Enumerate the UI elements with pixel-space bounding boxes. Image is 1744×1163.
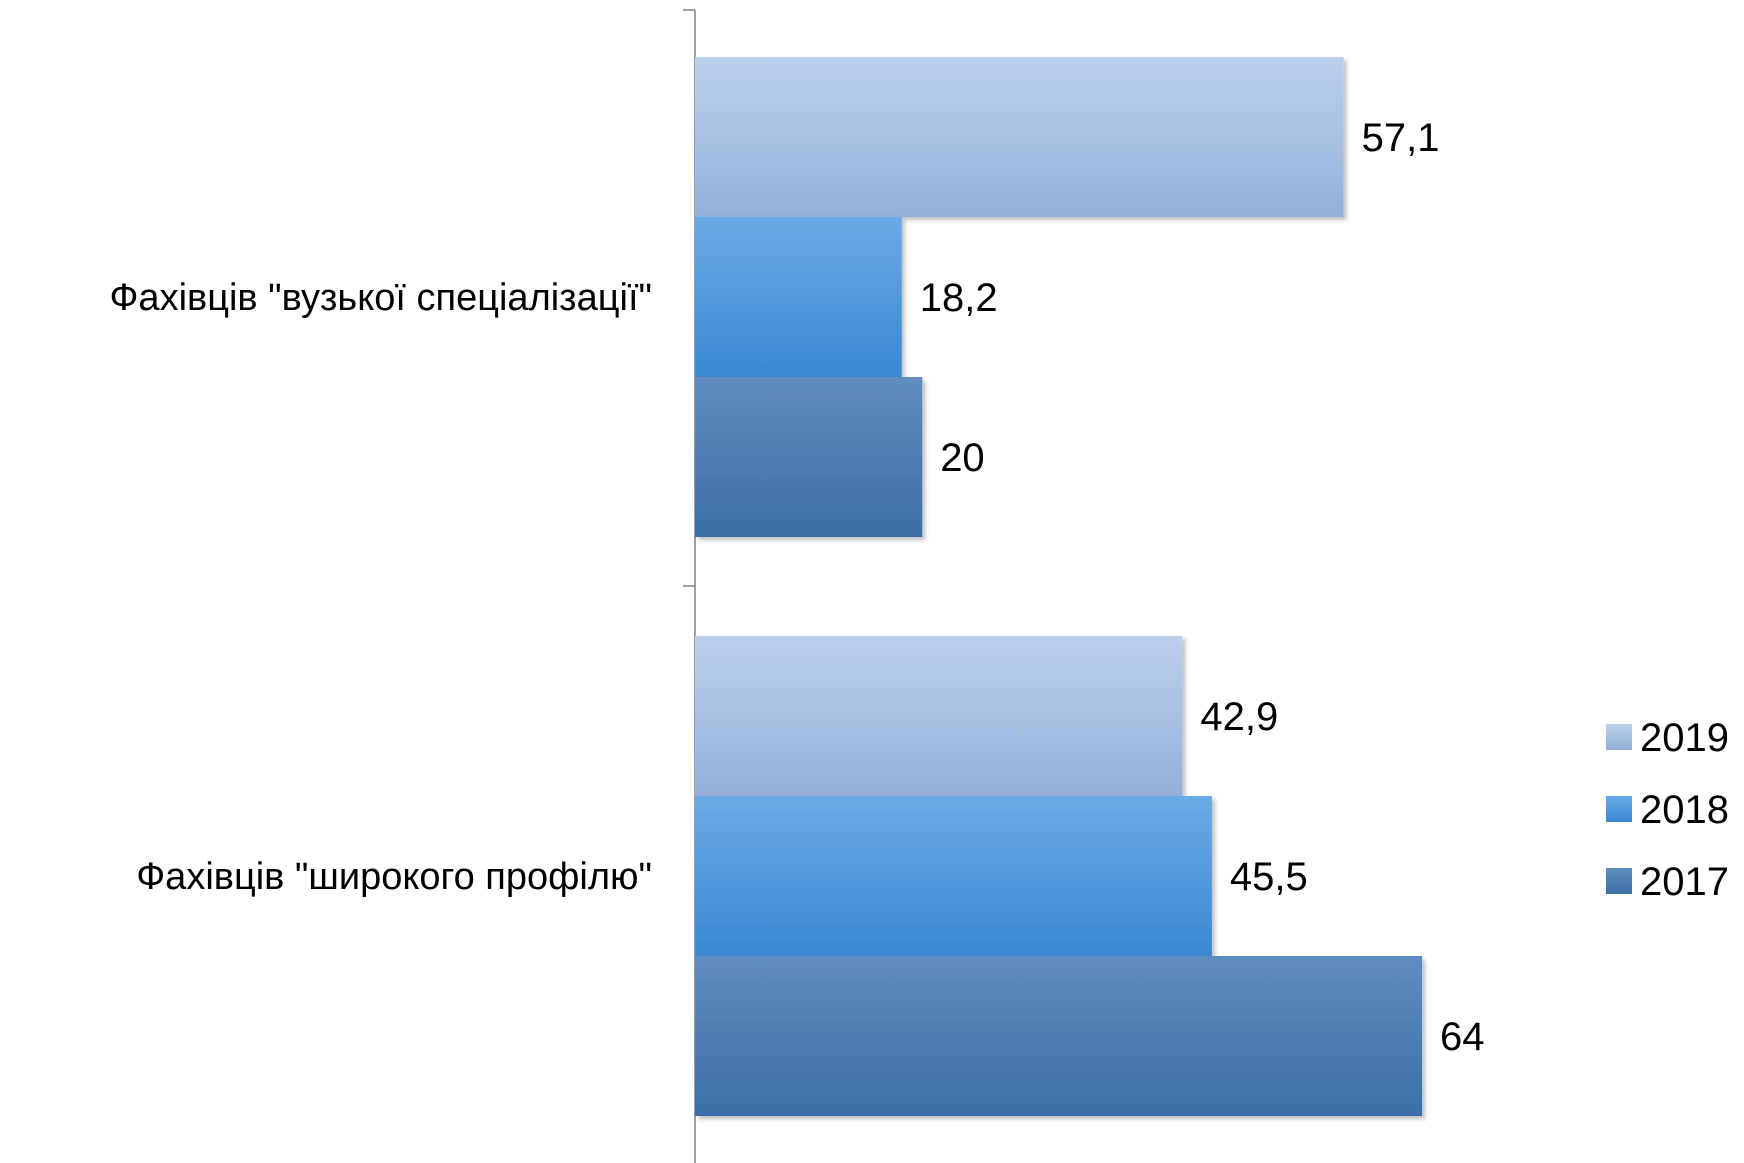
bar-2018-cat2 — [695, 796, 1212, 956]
category-label-2: Фахівців "широкого профілю" — [136, 856, 652, 898]
bar-2018-cat1 — [695, 217, 902, 377]
legend-swatch-2018 — [1606, 796, 1632, 822]
legend-swatch-2017 — [1606, 868, 1632, 894]
data-label-2019-cat1: 57,1 — [1362, 116, 1440, 160]
legend-label-2017: 2017 — [1640, 860, 1729, 904]
legend-swatch-2019 — [1606, 724, 1632, 750]
data-label-2018-cat2: 45,5 — [1230, 855, 1308, 899]
category-labels: Фахівців "вузької спеціалізації" Фахівців… — [110, 277, 652, 898]
category-axis — [683, 9, 696, 1163]
category-label-1: Фахівців "вузької спеціалізації" — [110, 277, 652, 319]
bar-2017-cat1 — [695, 377, 923, 537]
legend-label-2019: 2019 — [1640, 716, 1729, 760]
bar-2017-cat2 — [695, 956, 1423, 1116]
data-label-2017-cat2: 64 — [1440, 1015, 1485, 1059]
data-label-2018-cat1: 18,2 — [920, 276, 998, 320]
data-label-2019-cat2: 42,9 — [1200, 695, 1278, 739]
legend-label-2018: 2018 — [1640, 788, 1729, 832]
bars — [695, 57, 1423, 1116]
legend: 2019 2018 2017 — [1606, 716, 1729, 904]
data-labels: 57,1 18,2 20 42,9 45,5 64 — [920, 116, 1485, 1059]
bar-2019-cat2 — [695, 636, 1183, 796]
bar-2019-cat1 — [695, 57, 1344, 217]
data-label-2017-cat1: 20 — [940, 436, 985, 480]
